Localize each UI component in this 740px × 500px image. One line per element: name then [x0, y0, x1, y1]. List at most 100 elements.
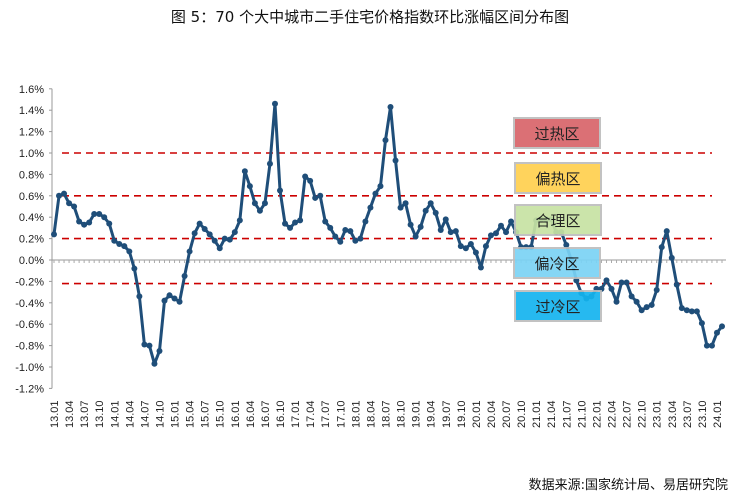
- data-point: [241, 168, 248, 175]
- x-tick-label: 17.04: [305, 400, 317, 428]
- data-point: [91, 210, 98, 217]
- data-point: [347, 228, 354, 235]
- data-point: [327, 224, 334, 231]
- x-tick-label: 21.04: [546, 400, 558, 428]
- data-point: [668, 254, 675, 261]
- data-point: [151, 360, 158, 367]
- x-tick-label: 23.10: [697, 400, 709, 428]
- data-point: [412, 233, 419, 240]
- x-tick-label: 13.10: [94, 400, 106, 428]
- data-point: [663, 228, 670, 235]
- x-tick-label: 14.10: [154, 400, 166, 428]
- x-tick-label: 13.04: [64, 400, 76, 428]
- data-point: [472, 249, 479, 256]
- data-point: [427, 200, 434, 207]
- x-tick-label: 20.10: [516, 400, 528, 428]
- data-point: [708, 342, 715, 349]
- data-point: [186, 248, 193, 255]
- x-tick-label: 22.01: [591, 400, 603, 428]
- data-point: [181, 273, 188, 280]
- data-point: [457, 243, 464, 250]
- data-point: [292, 219, 299, 226]
- data-point: [658, 244, 665, 251]
- data-point: [106, 220, 113, 227]
- data-point: [613, 298, 620, 305]
- x-tick-label: 16.07: [260, 400, 272, 428]
- y-tick-label: 0.4%: [19, 212, 44, 224]
- data-point: [387, 103, 394, 110]
- x-tick-label: 15.04: [185, 400, 197, 428]
- data-point: [76, 218, 83, 225]
- data-point: [407, 221, 414, 228]
- data-point: [126, 248, 133, 255]
- x-tick-label: 22.10: [637, 400, 649, 428]
- data-point: [693, 308, 700, 315]
- zone-overcooled: 过冷区: [514, 290, 602, 322]
- data-point: [81, 221, 88, 228]
- data-point: [236, 217, 243, 224]
- x-tick-label: 14.07: [139, 400, 151, 428]
- zone-overheated: 过热区: [513, 117, 601, 149]
- data-point: [287, 224, 294, 231]
- data-point: [71, 203, 78, 210]
- data-point: [332, 233, 339, 240]
- data-point: [342, 227, 349, 234]
- data-point: [477, 264, 484, 271]
- data-point: [362, 218, 369, 225]
- x-tick-label: 19.07: [441, 400, 453, 428]
- data-point: [462, 245, 469, 252]
- data-point: [442, 216, 449, 223]
- x-tick-label: 18.07: [380, 400, 392, 428]
- data-point: [116, 240, 123, 247]
- data-point: [683, 307, 690, 314]
- x-tick-label: 18.01: [350, 400, 362, 428]
- data-point: [372, 190, 379, 197]
- x-tick-label: 20.01: [471, 400, 483, 428]
- data-point: [322, 218, 329, 225]
- x-tick-label: 20.04: [486, 400, 498, 428]
- data-point: [648, 301, 655, 308]
- y-tick-label: -0.4%: [15, 298, 44, 310]
- data-point: [447, 229, 454, 236]
- x-tick-label: 19.01: [411, 400, 423, 428]
- x-tick-label: 15.10: [215, 400, 227, 428]
- x-tick-label: 24.01: [712, 400, 724, 428]
- data-source: 数据来源:国家统计局、易居研究院: [528, 478, 728, 493]
- data-point: [221, 235, 228, 242]
- data-point: [166, 292, 173, 299]
- data-point: [452, 228, 459, 235]
- data-point: [719, 323, 725, 330]
- x-tick-label: 17.10: [335, 400, 347, 428]
- data-point: [623, 279, 630, 286]
- data-point: [121, 243, 128, 250]
- zone-reasonable: 合理区: [514, 204, 602, 236]
- data-point: [317, 192, 324, 199]
- x-tick-label: 18.04: [365, 400, 377, 428]
- data-point: [176, 298, 183, 305]
- data-point: [206, 231, 213, 238]
- data-point: [367, 204, 374, 211]
- data-point: [653, 286, 660, 293]
- data-point: [498, 222, 505, 229]
- series-line: [52, 102, 724, 366]
- x-tick-label: 19.10: [456, 400, 468, 428]
- data-point: [141, 341, 148, 348]
- data-point: [492, 230, 499, 237]
- data-point: [643, 304, 650, 311]
- zone-cool: 偏冷区: [513, 247, 601, 279]
- data-point: [246, 183, 253, 190]
- data-point: [608, 285, 615, 292]
- data-point: [467, 240, 474, 247]
- x-tick-label: 18.10: [396, 400, 408, 428]
- data-point: [382, 137, 389, 144]
- data-point: [312, 194, 319, 201]
- data-point: [211, 237, 218, 244]
- x-tick-label: 20.07: [501, 400, 513, 428]
- y-tick-label: 1.6%: [19, 84, 44, 96]
- y-tick-label: 1.0%: [19, 148, 44, 160]
- data-point: [277, 187, 284, 194]
- data-point: [201, 225, 208, 232]
- data-point: [66, 200, 73, 207]
- data-point: [131, 265, 138, 272]
- data-point: [156, 347, 163, 354]
